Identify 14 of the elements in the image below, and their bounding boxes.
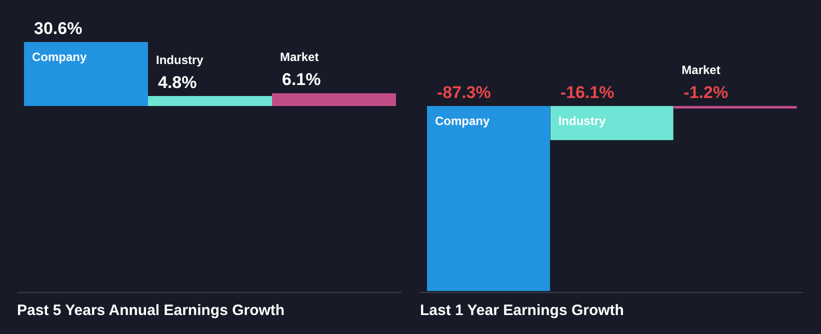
data-label: -87.3% [437, 83, 491, 102]
data-label: 4.8% [158, 72, 197, 92]
x-tick-label: Company [32, 50, 87, 64]
x-tick-label: Industry [558, 114, 606, 128]
text: Past 5 Years Annual Earnings Growth [17, 302, 285, 319]
data-label: -1.2% [684, 83, 728, 102]
data-label: 30.6% [34, 19, 82, 38]
x-tick-label: Industry [156, 52, 204, 67]
data-label: -16.1% [560, 83, 614, 102]
x-tick-label: Market [682, 63, 720, 77]
data-label: 6.1% [282, 70, 321, 90]
x-tick-label: Company [435, 114, 490, 128]
x-tick-label: Market [280, 50, 319, 64]
text: Last 1 Year Earnings Growth [420, 302, 624, 319]
